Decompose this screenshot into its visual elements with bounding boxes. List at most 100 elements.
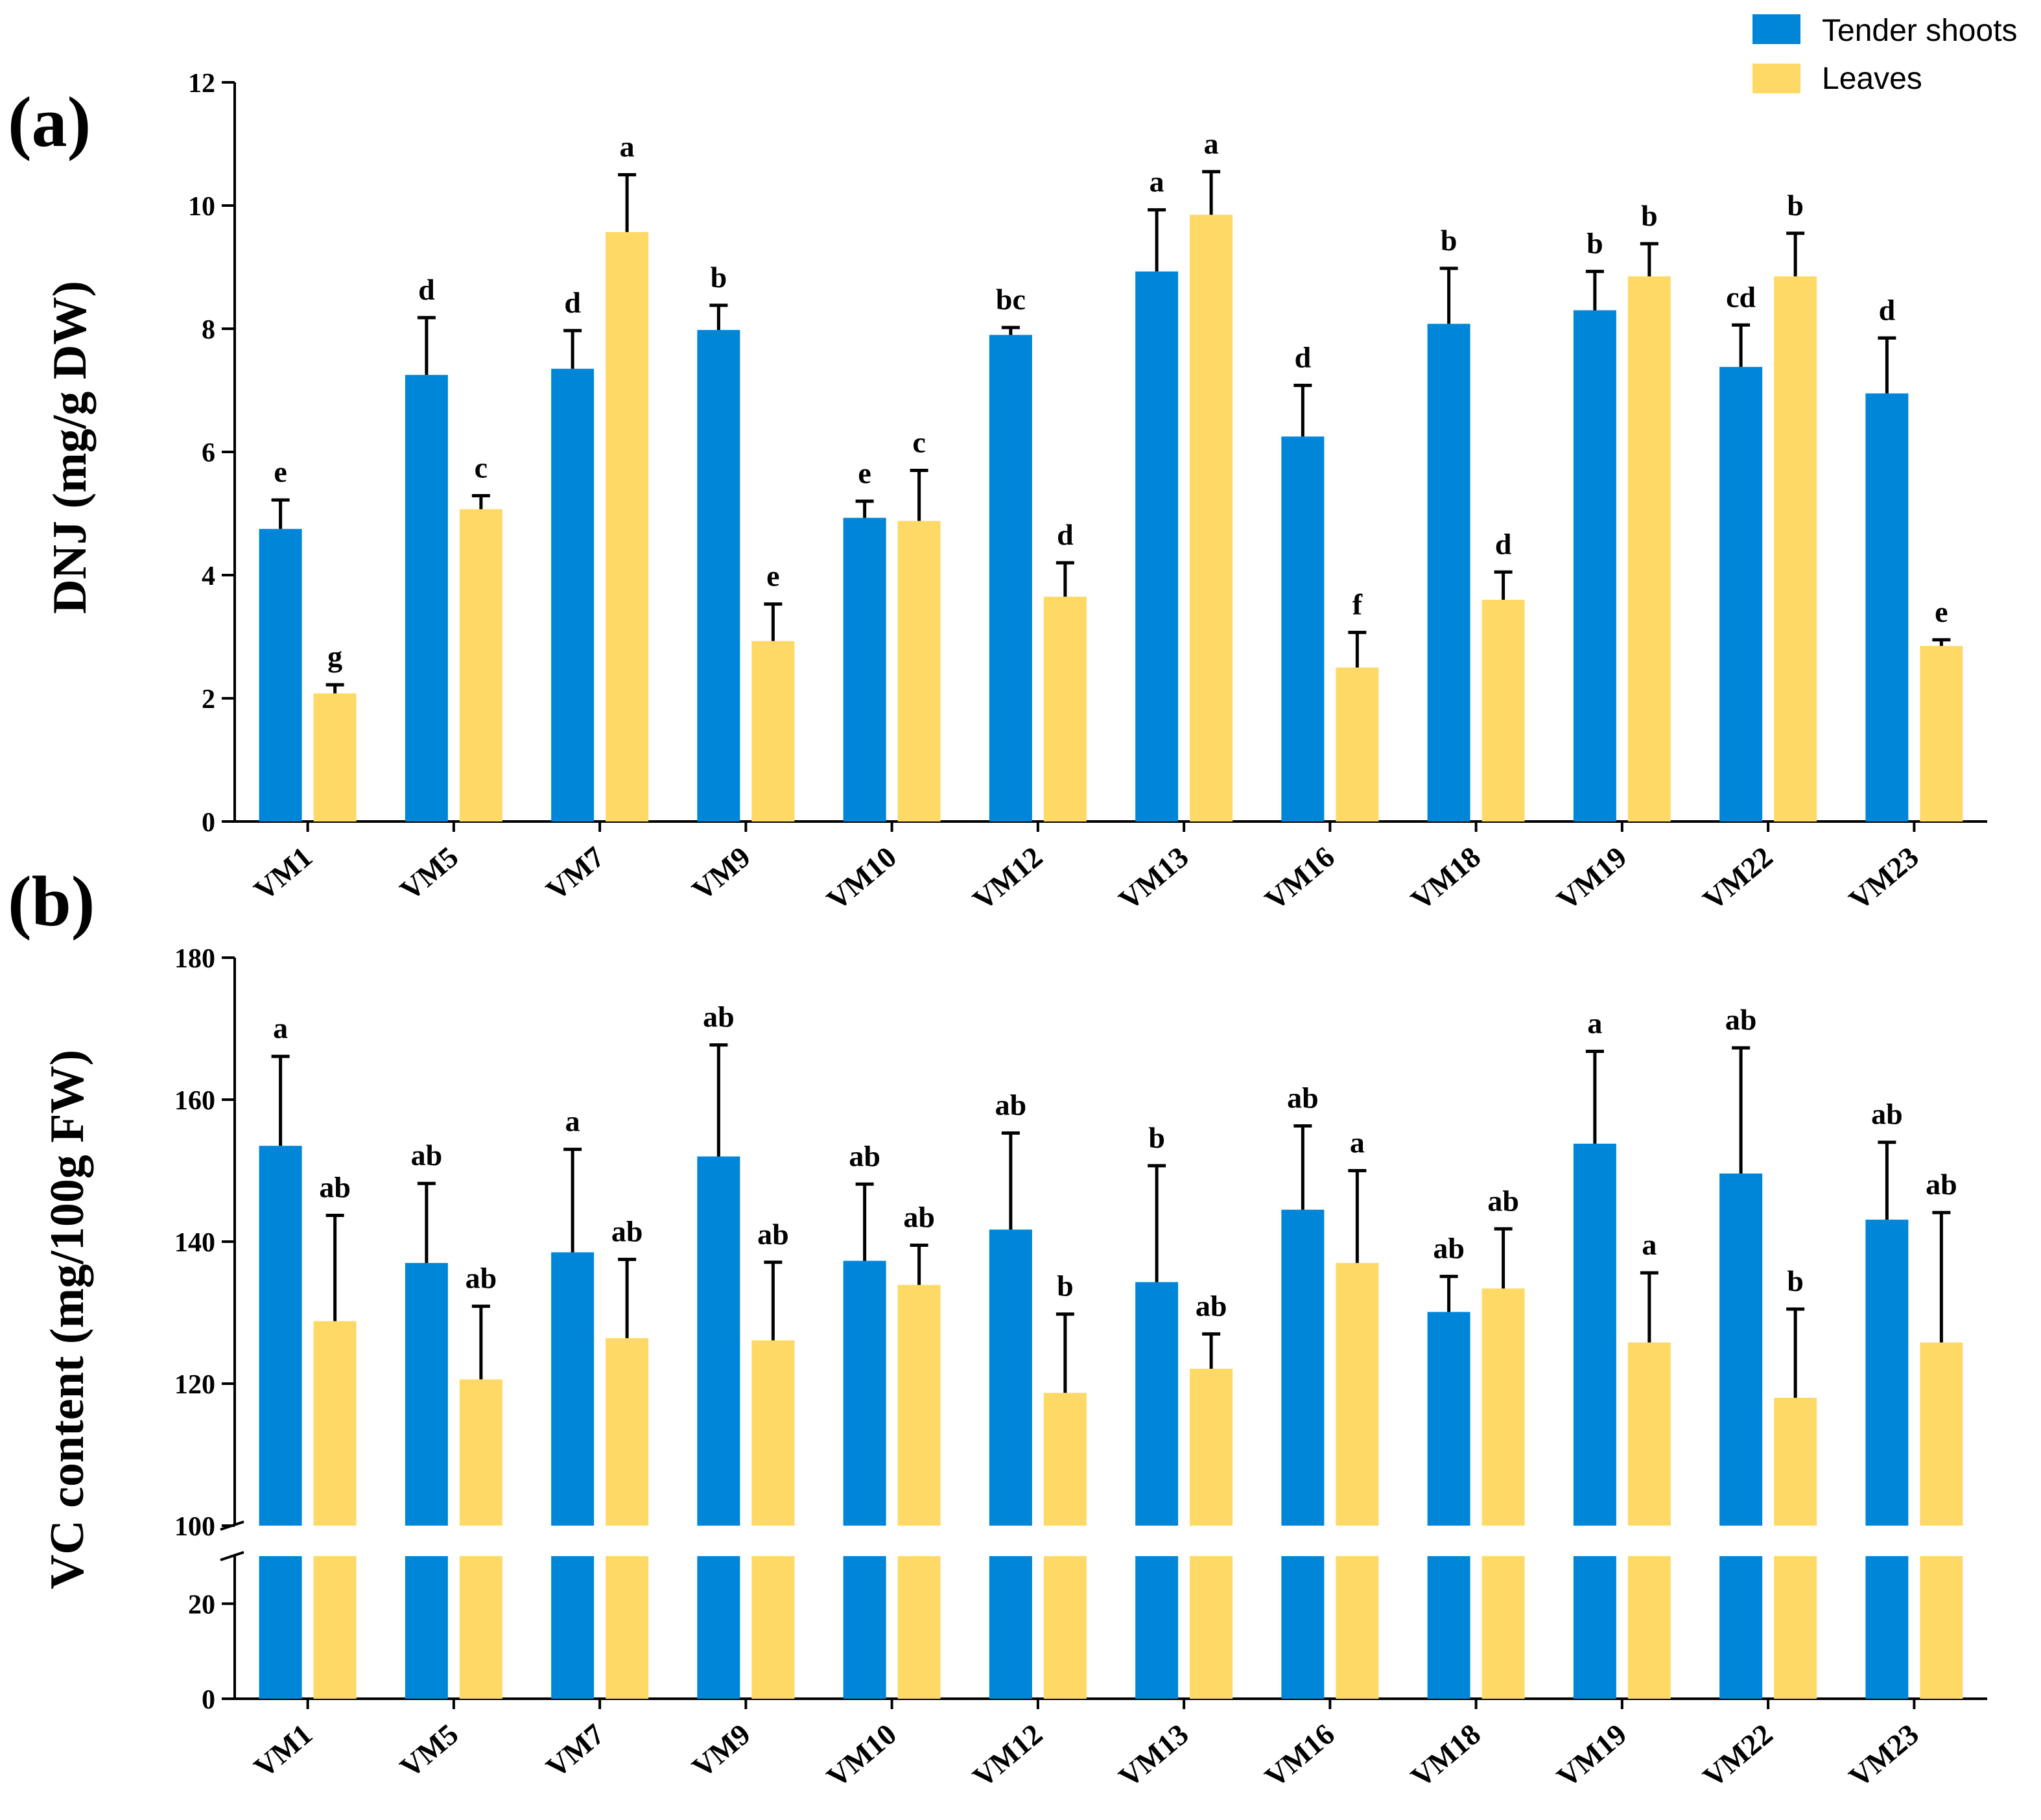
bar-a-leaves-vm9 (751, 641, 795, 821)
bar-b-upper-leaves-vm10 (897, 1284, 941, 1526)
bar-b-lower-tender-vm16 (1281, 1556, 1325, 1699)
sig-label-a-tender-vm9: b (711, 261, 727, 294)
bar-a-tender-vm16 (1281, 436, 1325, 821)
sig-label-b-leaves-vm13: ab (1196, 1289, 1227, 1322)
bar-a-leaves-vm18 (1481, 600, 1525, 821)
sig-label-b-tender-vm16: ab (1287, 1081, 1319, 1115)
x-tick-label-vm9: VM9 (686, 1718, 757, 1784)
bar-b-upper-leaves-vm1 (313, 1321, 357, 1526)
bar-b-lower-tender-vm9 (697, 1556, 740, 1699)
sig-label-a-tender-vm5: d (418, 273, 435, 306)
sig-label-b-tender-vm1: a (273, 1011, 288, 1045)
x-tick-label-vm22: VM22 (1697, 1718, 1779, 1794)
bar-a-leaves-vm22 (1774, 276, 1817, 821)
legend-swatch-leaves (1752, 64, 1800, 93)
bar-b-lower-leaves-vm16 (1336, 1556, 1379, 1699)
y-axis-title-a: DNJ (mg/g DW) (43, 281, 97, 614)
sig-label-b-tender-vm10: ab (849, 1139, 880, 1172)
bar-b-upper-leaves-vm16 (1336, 1262, 1379, 1526)
bar-b-upper-tender-vm19 (1573, 1143, 1616, 1526)
bar-a-leaves-vm1 (313, 693, 357, 821)
bar-b-upper-leaves-vm23 (1920, 1342, 1963, 1526)
x-tick-label-vm18: VM18 (1404, 1718, 1487, 1794)
sig-label-b-tender-vm23: ab (1871, 1098, 1903, 1131)
x-tick-label-vm13: VM13 (1113, 840, 1195, 917)
bar-b-lower-leaves-vm18 (1481, 1556, 1525, 1699)
sig-label-a-leaves-vm1: g (327, 640, 342, 673)
x-tick-label-vm5: VM5 (394, 1718, 464, 1784)
sig-label-a-tender-vm10: e (858, 456, 871, 490)
bar-b-lower-leaves-vm12 (1043, 1556, 1087, 1699)
sig-label-a-leaves-vm12: d (1057, 518, 1074, 551)
bar-b-lower-tender-vm10 (843, 1556, 886, 1699)
x-tick-label-vm7: VM7 (539, 1718, 610, 1784)
bar-b-lower-tender-vm7 (551, 1556, 595, 1699)
sig-label-b-tender-vm22: ab (1725, 1003, 1757, 1036)
sig-label-a-tender-vm12: bc (996, 283, 1026, 316)
bar-a-tender-vm1 (259, 528, 302, 821)
sig-label-a-leaves-vm9: e (766, 560, 779, 593)
bar-b-upper-tender-vm18 (1427, 1312, 1470, 1526)
y-tick-label-a-2: 2 (202, 685, 215, 715)
bar-b-upper-tender-vm10 (843, 1260, 886, 1526)
sig-label-a-tender-vm13: a (1150, 165, 1164, 198)
bar-b-lower-leaves-vm9 (751, 1556, 795, 1699)
bar-b-upper-leaves-vm12 (1043, 1393, 1087, 1526)
bar-b-lower-leaves-vm7 (606, 1556, 649, 1699)
sig-label-b-tender-vm12: ab (995, 1088, 1027, 1121)
y-tick-label-b-20: 20 (188, 1590, 215, 1620)
y-tick-label-a-12: 12 (188, 69, 215, 99)
legend-swatch-tender-shoots (1752, 14, 1800, 44)
sig-label-b-leaves-vm12: b (1057, 1270, 1074, 1303)
bar-b-lower-leaves-vm10 (897, 1556, 941, 1699)
sig-label-a-tender-vm22: cd (1726, 280, 1756, 313)
bar-a-tender-vm18 (1427, 324, 1470, 821)
y-tick-label-b-120: 120 (174, 1370, 215, 1400)
x-tick-label-vm9: VM9 (686, 840, 757, 907)
bar-b-lower-leaves-vm5 (459, 1556, 502, 1699)
axis-break-mark-lower (220, 1551, 244, 1561)
bar-b-lower-tender-vm5 (405, 1556, 448, 1699)
sig-label-a-leaves-vm19: b (1641, 199, 1658, 232)
sig-label-b-leaves-vm22: b (1787, 1264, 1804, 1297)
bar-b-lower-leaves-vm1 (313, 1556, 357, 1699)
x-tick-label-vm1: VM1 (248, 840, 318, 907)
bar-b-upper-tender-vm23 (1865, 1220, 1909, 1526)
bar-b-lower-leaves-vm13 (1190, 1556, 1233, 1699)
sig-label-b-tender-vm9: ab (703, 1000, 735, 1034)
bar-a-leaves-vm5 (459, 509, 502, 821)
x-tick-label-vm13: VM13 (1113, 1718, 1195, 1794)
sig-label-a-leaves-vm7: a (620, 130, 635, 163)
y-tick-label-a-10: 10 (188, 192, 215, 222)
bar-b-lower-tender-vm18 (1427, 1556, 1470, 1699)
bar-b-lower-tender-vm23 (1865, 1556, 1909, 1699)
sig-label-b-leaves-vm23: ab (1926, 1168, 1957, 1201)
bar-a-tender-vm5 (405, 375, 448, 821)
sig-label-b-leaves-vm16: a (1350, 1126, 1365, 1159)
sig-label-b-leaves-vm10: ab (903, 1200, 935, 1233)
x-tick-label-vm23: VM23 (1843, 840, 1925, 917)
y-axis-title-b: VC content (mg/100g FW) (41, 1050, 94, 1589)
bar-a-tender-vm12 (989, 335, 1032, 821)
sig-label-a-tender-vm16: d (1295, 340, 1312, 373)
bar-a-tender-vm7 (551, 368, 595, 821)
bar-a-tender-vm22 (1719, 366, 1763, 821)
sig-label-a-tender-vm23: d (1879, 293, 1896, 326)
x-tick-label-vm12: VM12 (967, 840, 1049, 917)
bar-b-lower-leaves-vm22 (1774, 1556, 1817, 1699)
bar-a-tender-vm23 (1865, 393, 1909, 821)
x-tick-label-vm5: VM5 (394, 840, 464, 907)
bar-b-upper-tender-vm16 (1281, 1209, 1325, 1526)
bar-b-upper-leaves-vm13 (1190, 1369, 1233, 1526)
bar-b-lower-tender-vm1 (259, 1556, 302, 1699)
bar-b-upper-leaves-vm19 (1627, 1342, 1671, 1526)
sig-label-a-leaves-vm5: c (475, 451, 488, 484)
x-tick-label-vm12: VM12 (967, 1718, 1049, 1794)
sig-label-b-tender-vm18: ab (1433, 1232, 1465, 1265)
panel-label-a: (a) (8, 82, 91, 161)
x-tick-label-vm16: VM16 (1258, 1718, 1341, 1794)
y-tick-label-a-4: 4 (202, 561, 215, 591)
legend-label-leaves: Leaves (1822, 62, 1922, 96)
